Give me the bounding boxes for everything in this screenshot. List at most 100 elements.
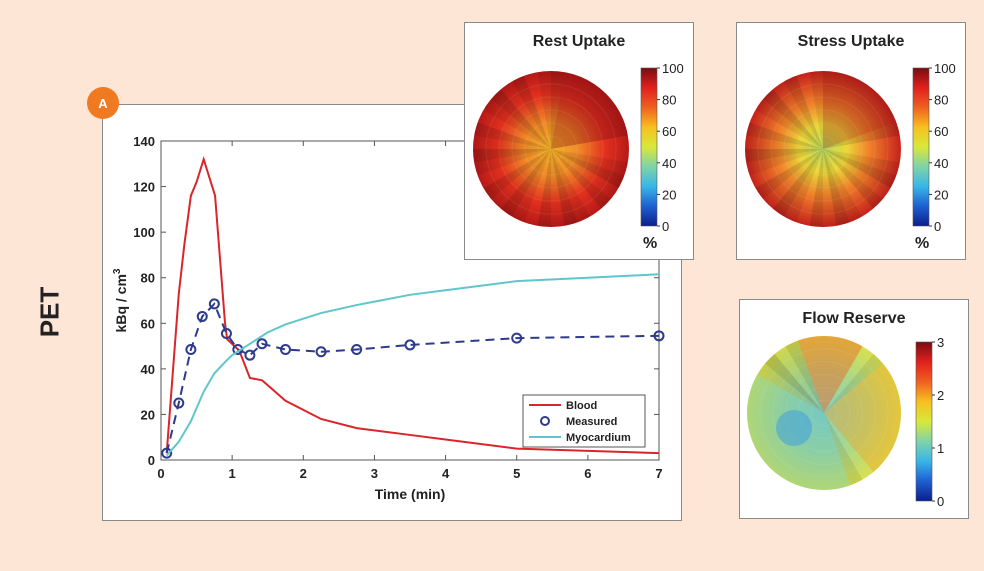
colorbar-tick-label: 100	[934, 61, 956, 76]
polar-sector	[823, 81, 874, 149]
polar-sector	[551, 149, 628, 176]
polar-sector	[551, 98, 619, 149]
data-point-measured	[196, 310, 208, 322]
colorbar	[640, 67, 658, 227]
colorbar-tick-label: 80	[934, 93, 948, 108]
polar-sector	[824, 413, 838, 490]
colorbar	[915, 341, 933, 502]
polar-ring	[537, 135, 565, 163]
colorbar-unit-label: %	[915, 235, 929, 252]
flow-reserve-panel: Flow Reserve 3 2 1 0	[739, 299, 969, 519]
series-line-myocardium	[165, 273, 660, 457]
rest-uptake-panel: Rest Uptake 100 80 60 40 20 0%	[464, 22, 694, 260]
polar-sector	[500, 81, 551, 149]
y-tick-label: 0	[148, 453, 155, 468]
polar-sector	[823, 149, 891, 200]
x-axis-label: Time (min)	[375, 486, 446, 502]
polar-sector	[784, 149, 823, 223]
polar-ring	[759, 348, 889, 478]
polar-sector	[824, 413, 883, 472]
x-tick-label: 2	[300, 466, 307, 481]
polar-sector	[823, 110, 897, 149]
polar-sector	[824, 337, 851, 413]
polar-sector	[823, 149, 862, 223]
colorbar-tick-label: 80	[662, 93, 676, 108]
polar-ring	[511, 109, 591, 189]
legend-label-blood: Blood	[566, 400, 597, 412]
polar-sector	[823, 75, 862, 149]
polar-sector	[551, 81, 602, 149]
colorbar-tick-label: 20	[934, 187, 948, 202]
polar-sector	[551, 149, 625, 188]
polar-sector	[824, 399, 901, 413]
x-tick-label: 5	[513, 466, 520, 481]
polar-sector	[823, 149, 897, 188]
polar-sector	[824, 413, 900, 440]
polar-sector	[824, 413, 901, 427]
data-point-measured	[351, 343, 363, 355]
polar-sector	[774, 346, 824, 413]
plot-frame	[160, 140, 660, 461]
data-point-measured	[404, 339, 416, 351]
x-tick-label: 3	[371, 466, 378, 481]
flow-polar-map: 3 2 1 0	[747, 335, 944, 509]
polar-low-region	[776, 410, 812, 446]
data-point-measured	[220, 328, 232, 340]
flow-reserve-title: Flow Reserve	[802, 310, 906, 327]
x-tick-label: 1	[229, 466, 236, 481]
polar-sector	[810, 336, 824, 413]
polar-sector	[551, 75, 590, 149]
colorbar-tick-label: 40	[934, 156, 948, 171]
y-tick-label: 40	[141, 362, 155, 377]
polar-sector	[745, 149, 823, 163]
colorbar-tick-label: 2	[937, 388, 944, 403]
data-point-measured	[161, 447, 173, 459]
polar-ring	[810, 399, 838, 427]
polar-sector	[551, 72, 578, 149]
polar-ring	[809, 135, 837, 163]
polar-sector	[772, 81, 823, 149]
polar-ring	[770, 96, 876, 202]
stress-polar-map: 100 80 60 40 20 0%	[745, 61, 956, 252]
polar-sector	[823, 71, 837, 149]
pet-label: PET	[34, 286, 65, 338]
polar-ring	[772, 361, 876, 465]
data-point-measured	[511, 332, 523, 344]
polar-sector	[483, 98, 551, 149]
polar-sector	[824, 374, 897, 413]
legend	[522, 394, 646, 448]
y-tick-label: 80	[141, 271, 155, 286]
polar-sector	[809, 149, 823, 228]
polar-sector	[491, 149, 551, 209]
data-point-measured	[256, 338, 268, 350]
polar-sector	[797, 337, 824, 413]
colorbar-tick-label: 1	[937, 441, 944, 456]
data-point-measured	[185, 343, 197, 355]
colorbar-tick-label: 60	[662, 124, 676, 139]
polar-sector	[551, 71, 565, 149]
polar-map	[473, 71, 629, 227]
polar-sector	[823, 122, 900, 149]
y-axis-label-sup: 3	[112, 268, 123, 274]
y-tick-label: 140	[133, 134, 155, 149]
data-point-measured	[173, 397, 185, 409]
polar-ring	[757, 83, 889, 215]
polar-sector	[551, 149, 611, 209]
x-tick-label: 4	[442, 466, 450, 481]
polar-sector	[551, 149, 619, 200]
polar-ring	[524, 122, 578, 176]
colorbar-tick-label: 60	[934, 124, 948, 139]
polar-sector	[755, 149, 823, 200]
polar-sector	[748, 386, 824, 413]
data-point-measured	[280, 343, 291, 355]
polar-sector	[483, 149, 551, 200]
legend-label-myocardium: Myocardium	[566, 432, 631, 444]
polar-sector	[757, 363, 824, 413]
polar-ring	[796, 122, 850, 176]
polar-sector	[491, 89, 551, 149]
x-tick-label: 0	[157, 466, 164, 481]
line-chart: 0 1 2 3 4 5 6 7 0 20 40 60 80 100 120 140 Time (min) kBq …	[112, 134, 665, 502]
polar-sector	[785, 413, 824, 486]
y-axis-label-text: kBq / cm	[113, 274, 129, 332]
polar-sector	[823, 72, 850, 149]
